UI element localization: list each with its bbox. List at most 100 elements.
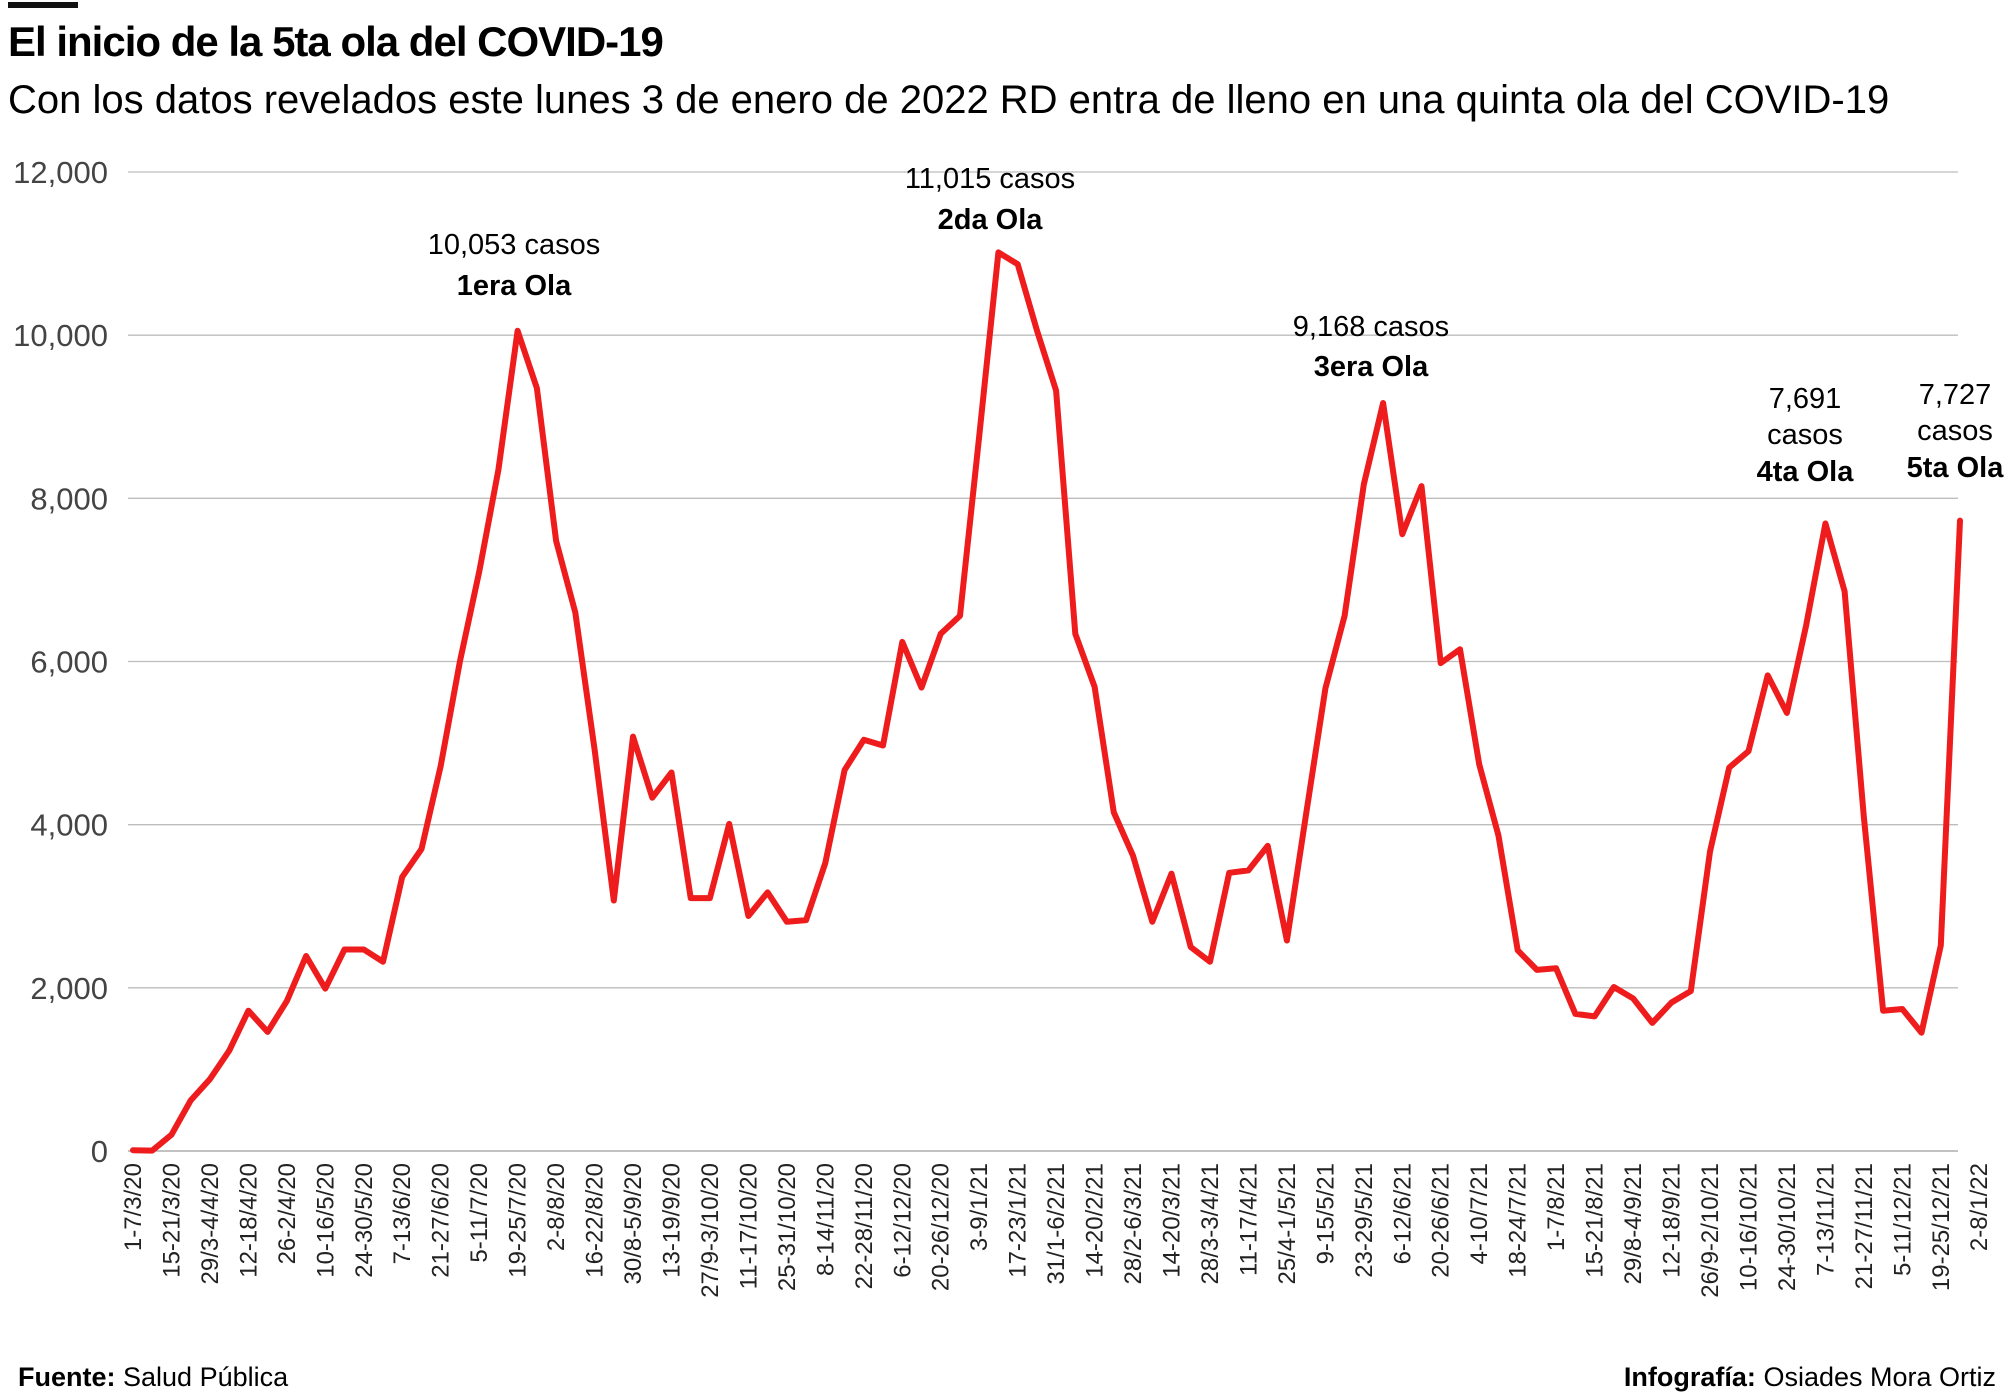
data-point xyxy=(726,821,732,827)
data-point xyxy=(861,737,867,743)
data-point xyxy=(515,328,521,334)
x-tick-label: 27/9-3/10/20 xyxy=(697,1163,724,1298)
data-point xyxy=(1015,261,1021,267)
x-tick-label: 20-26/6/21 xyxy=(1428,1163,1455,1278)
annotation-value: 9,168 casos xyxy=(1293,311,1449,343)
x-tick-label: 29/3-4/4/20 xyxy=(197,1163,224,1284)
data-point xyxy=(572,610,578,616)
x-tick-label: 14-20/3/21 xyxy=(1159,1163,1186,1278)
data-point xyxy=(976,433,982,439)
data-point xyxy=(342,946,348,952)
data-point xyxy=(668,769,674,775)
annotation-value: casos xyxy=(1767,419,1843,451)
y-tick-label: 10,000 xyxy=(13,318,108,353)
data-point xyxy=(995,249,1001,255)
data-point xyxy=(880,743,886,749)
data-point xyxy=(1322,685,1328,691)
series-line-cases xyxy=(130,249,1963,1154)
data-point xyxy=(822,860,828,866)
data-point xyxy=(207,1076,213,1082)
data-point xyxy=(1861,814,1867,820)
x-tick-label: 10-16/5/20 xyxy=(312,1163,339,1278)
x-tick-label: 5-11/12/21 xyxy=(1889,1163,1916,1276)
data-point xyxy=(457,659,463,665)
data-point xyxy=(1880,1008,1886,1014)
annotation-value: 10,053 casos xyxy=(428,229,601,261)
x-tick-label: 26-2/4/20 xyxy=(274,1163,301,1264)
data-point xyxy=(1842,588,1848,594)
credit-label: Infografía: xyxy=(1623,1362,1756,1392)
x-tick-label: 26/9-2/10/21 xyxy=(1697,1163,1724,1298)
data-point xyxy=(1265,843,1271,849)
data-point xyxy=(1245,867,1251,873)
x-tick-label: 5-11/7/20 xyxy=(466,1163,493,1263)
x-tick-label: 4-10/7/21 xyxy=(1466,1163,1493,1264)
data-point xyxy=(1053,388,1059,394)
data-point xyxy=(495,467,501,473)
y-tick-label: 6,000 xyxy=(30,645,108,680)
data-point xyxy=(1092,684,1098,690)
annotation-wave-label: 5ta Ola xyxy=(1907,452,2005,484)
x-tick-label: 12-18/4/20 xyxy=(235,1163,262,1278)
data-point xyxy=(1919,1030,1925,1036)
chart-title: El inicio de la 5ta ola del COVID-19 xyxy=(8,18,664,65)
data-point xyxy=(1342,613,1348,619)
y-tick-label: 0 xyxy=(91,1134,108,1169)
y-tick-label: 8,000 xyxy=(30,481,108,516)
x-tick-label: 7-13/11/21 xyxy=(1812,1163,1839,1276)
x-tick-label: 18-24/7/21 xyxy=(1505,1163,1532,1278)
source-label: Fuente: xyxy=(18,1362,116,1392)
x-tick-label: 24-30/5/20 xyxy=(351,1163,378,1278)
x-tick-label: 22-28/11/20 xyxy=(851,1163,878,1289)
data-point xyxy=(245,1008,251,1014)
x-tick-label: 6-12/6/21 xyxy=(1389,1163,1416,1264)
data-point xyxy=(265,1029,271,1035)
x-tick-label: 25/4-1/5/21 xyxy=(1274,1163,1301,1284)
y-tick-label: 2,000 xyxy=(30,971,108,1006)
data-point xyxy=(1592,1013,1598,1019)
data-point xyxy=(226,1048,232,1054)
data-point xyxy=(149,1148,155,1154)
y-tick-label: 4,000 xyxy=(30,808,108,843)
annotation-wave-label: 3era Ola xyxy=(1314,351,1429,383)
x-tick-label: 16-22/8/20 xyxy=(582,1163,609,1278)
x-tick-label: 8-14/11/20 xyxy=(812,1163,839,1276)
x-tick-label: 24-30/10/21 xyxy=(1774,1163,1801,1291)
data-point xyxy=(1803,623,1809,629)
x-tick-label: 21-27/11/21 xyxy=(1851,1163,1878,1289)
data-point xyxy=(649,795,655,801)
data-point xyxy=(611,898,617,904)
x-tick-label: 19-25/7/20 xyxy=(505,1163,532,1278)
x-tick-label: 15-21/8/21 xyxy=(1582,1163,1609,1278)
x-tick-label: 3-9/1/21 xyxy=(966,1163,993,1251)
data-point xyxy=(130,1147,136,1153)
data-point xyxy=(361,946,367,952)
source-value: Salud Pública xyxy=(123,1362,289,1392)
data-point xyxy=(1765,672,1771,678)
data-point xyxy=(1361,481,1367,487)
data-point xyxy=(188,1097,194,1103)
x-tick-label: 21-27/6/20 xyxy=(428,1163,455,1278)
data-point xyxy=(1515,947,1521,953)
data-point xyxy=(745,913,751,919)
data-point xyxy=(1495,832,1501,838)
data-point xyxy=(1688,988,1694,994)
data-point xyxy=(1745,748,1751,754)
data-point xyxy=(1034,327,1040,333)
x-tick-label: 1-7/3/20 xyxy=(120,1163,147,1251)
x-tick-label: 12-18/9/21 xyxy=(1659,1163,1686,1278)
top-accent-bar xyxy=(8,2,78,8)
source-note: Fuente: Salud Pública xyxy=(18,1362,288,1393)
x-tick-label: 14-20/2/21 xyxy=(1082,1163,1109,1278)
data-point xyxy=(303,953,309,959)
y-tick-label: 12,000 xyxy=(13,155,108,190)
x-tick-label: 29/8-4/9/21 xyxy=(1620,1163,1647,1284)
x-tick-label: 25-31/10/20 xyxy=(774,1163,801,1291)
data-point xyxy=(1707,849,1713,855)
annotation-value: 11,015 casos xyxy=(905,163,1075,195)
x-tick-label: 19-25/12/21 xyxy=(1928,1163,1955,1291)
data-point xyxy=(803,917,809,923)
data-point xyxy=(1649,1020,1655,1026)
x-tick-label: 7-13/6/20 xyxy=(389,1163,416,1264)
x-tick-label: 2-8/8/20 xyxy=(543,1163,570,1251)
